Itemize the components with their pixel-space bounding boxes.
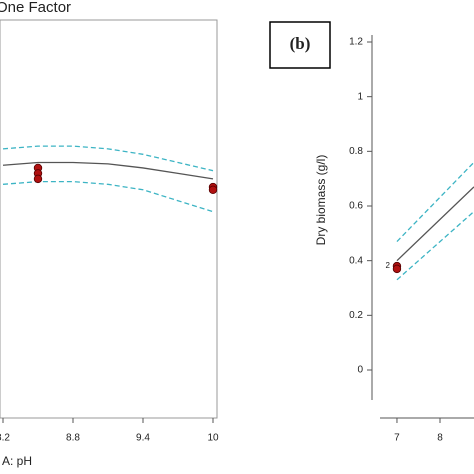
fit-line bbox=[2, 161, 214, 180]
design-point bbox=[33, 174, 43, 184]
panel-label: (b) bbox=[290, 34, 311, 53]
ci-upper bbox=[396, 161, 474, 242]
x-tick-label: 8.8 bbox=[66, 433, 80, 444]
x-tick-label: 8.2 bbox=[0, 433, 10, 444]
y-tick-label: 0 bbox=[357, 365, 363, 376]
x-tick-label: 10 bbox=[207, 433, 219, 444]
y-tick-label: 0.4 bbox=[349, 255, 363, 266]
y-tick-label: 1.2 bbox=[349, 37, 363, 48]
y-tick-label: 0.6 bbox=[349, 201, 363, 212]
y-tick-label: 0.8 bbox=[349, 146, 363, 157]
y-tick-label: 1 bbox=[357, 91, 363, 102]
point-count: 2 bbox=[386, 261, 391, 270]
ci-upper bbox=[2, 145, 214, 172]
ci-lower bbox=[396, 210, 474, 281]
ci-lower bbox=[2, 180, 214, 213]
fit-line bbox=[396, 186, 474, 262]
x-tick-label: 7 bbox=[394, 433, 400, 444]
y-axis-label: Dry biomass (g/l) bbox=[314, 155, 328, 246]
x-tick-label: 9.4 bbox=[136, 433, 150, 444]
panel-box bbox=[269, 21, 331, 69]
x-axis-label: A: pH bbox=[2, 454, 32, 468]
design-point bbox=[392, 264, 402, 274]
x-tick-label: 8 bbox=[437, 433, 443, 444]
design-point bbox=[208, 185, 218, 194]
y-tick-label: 0.2 bbox=[349, 310, 363, 321]
plot-frame bbox=[0, 19, 218, 419]
chart-title: One Factor bbox=[0, 0, 71, 16]
